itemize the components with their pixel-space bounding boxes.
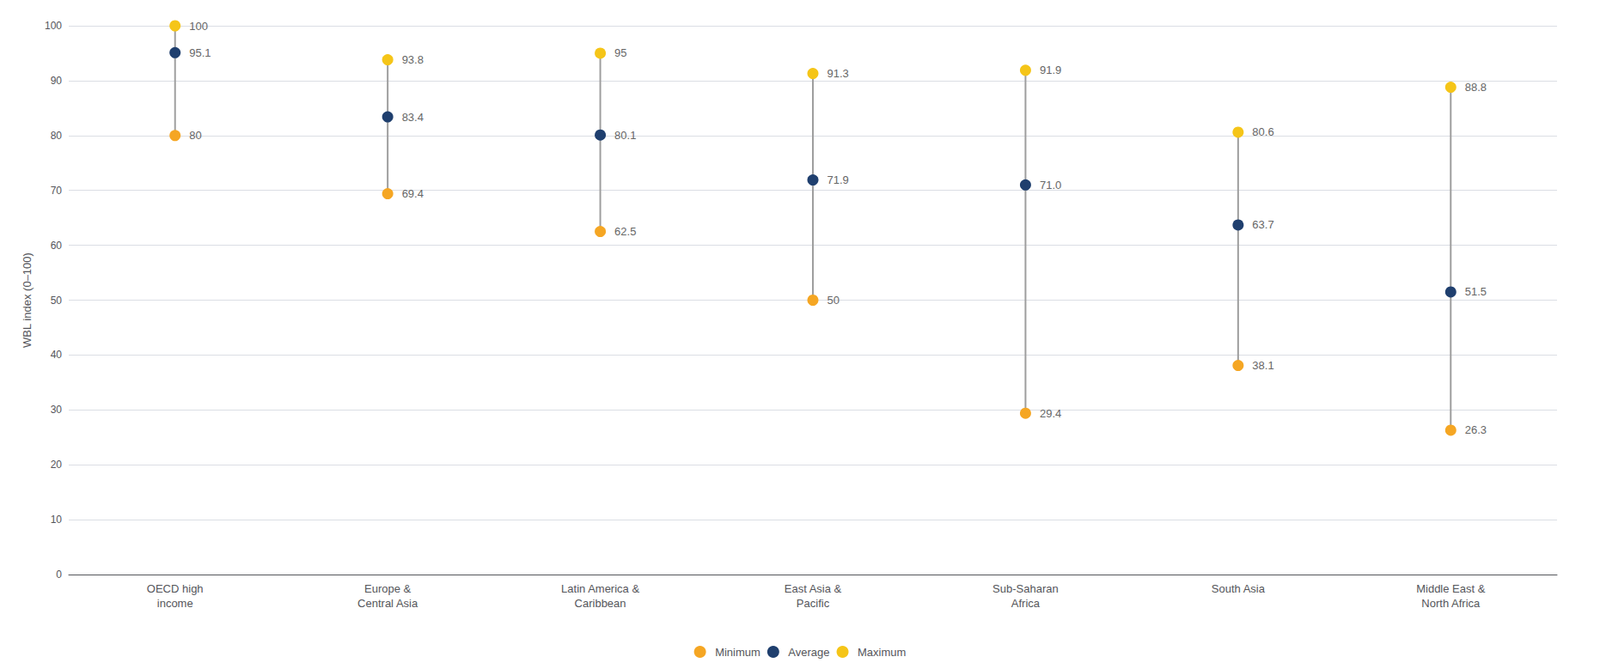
svg-text:Caribbean: Caribbean xyxy=(574,597,627,611)
svg-text:69.4: 69.4 xyxy=(402,187,424,201)
svg-text:50: 50 xyxy=(827,293,840,307)
svg-text:91.3: 91.3 xyxy=(827,67,849,80)
svg-text:Latin America &: Latin America & xyxy=(561,582,640,596)
svg-text:80.6: 80.6 xyxy=(1251,125,1274,139)
svg-text:88.8: 88.8 xyxy=(1465,80,1487,94)
svg-text:WBL index (0–100): WBL index (0–100) xyxy=(20,252,34,349)
svg-text:62.5: 62.5 xyxy=(614,225,636,239)
svg-text:100: 100 xyxy=(44,19,62,32)
svg-text:95: 95 xyxy=(614,46,627,60)
svg-text:40: 40 xyxy=(50,348,63,361)
svg-text:20: 20 xyxy=(50,458,63,471)
svg-text:80: 80 xyxy=(50,129,63,142)
svg-text:Europe &: Europe & xyxy=(364,582,412,596)
svg-text:Africa: Africa xyxy=(1011,597,1041,611)
svg-text:OECD high: OECD high xyxy=(146,582,204,596)
svg-text:70: 70 xyxy=(50,184,63,197)
svg-text:93.8: 93.8 xyxy=(402,53,424,67)
svg-text:29.4: 29.4 xyxy=(1039,407,1062,421)
svg-text:26.3: 26.3 xyxy=(1465,423,1487,437)
svg-text:95.1: 95.1 xyxy=(189,46,211,60)
svg-text:71.9: 71.9 xyxy=(827,173,849,187)
svg-text:East Asia &: East Asia & xyxy=(784,582,843,596)
svg-text:Sub-Saharan: Sub-Saharan xyxy=(992,582,1059,596)
svg-text:80: 80 xyxy=(189,128,202,142)
svg-text:38.1: 38.1 xyxy=(1251,359,1274,373)
svg-text:Middle East &: Middle East & xyxy=(1416,582,1486,596)
svg-text:Average: Average xyxy=(787,646,830,660)
svg-text:10: 10 xyxy=(50,513,63,526)
svg-text:income: income xyxy=(157,597,194,611)
svg-text:Minimum: Minimum xyxy=(714,646,761,660)
svg-text:71.0: 71.0 xyxy=(1039,178,1062,192)
svg-text:80.1: 80.1 xyxy=(614,128,636,142)
svg-text:30: 30 xyxy=(50,403,63,416)
svg-text:60: 60 xyxy=(50,239,63,252)
svg-text:51.5: 51.5 xyxy=(1465,285,1487,299)
svg-text:63.7: 63.7 xyxy=(1251,218,1274,232)
svg-text:South Asia: South Asia xyxy=(1211,582,1266,596)
svg-text:83.4: 83.4 xyxy=(402,110,424,124)
svg-text:0: 0 xyxy=(55,568,62,581)
svg-text:Maximum: Maximum xyxy=(857,646,906,660)
svg-text:Pacific: Pacific xyxy=(796,597,831,611)
svg-text:North Africa: North Africa xyxy=(1421,597,1481,611)
svg-text:100: 100 xyxy=(189,19,208,33)
svg-text:91.9: 91.9 xyxy=(1039,63,1062,77)
svg-text:Central Asia: Central Asia xyxy=(357,597,419,611)
svg-text:90: 90 xyxy=(50,74,63,87)
svg-text:50: 50 xyxy=(50,294,63,307)
